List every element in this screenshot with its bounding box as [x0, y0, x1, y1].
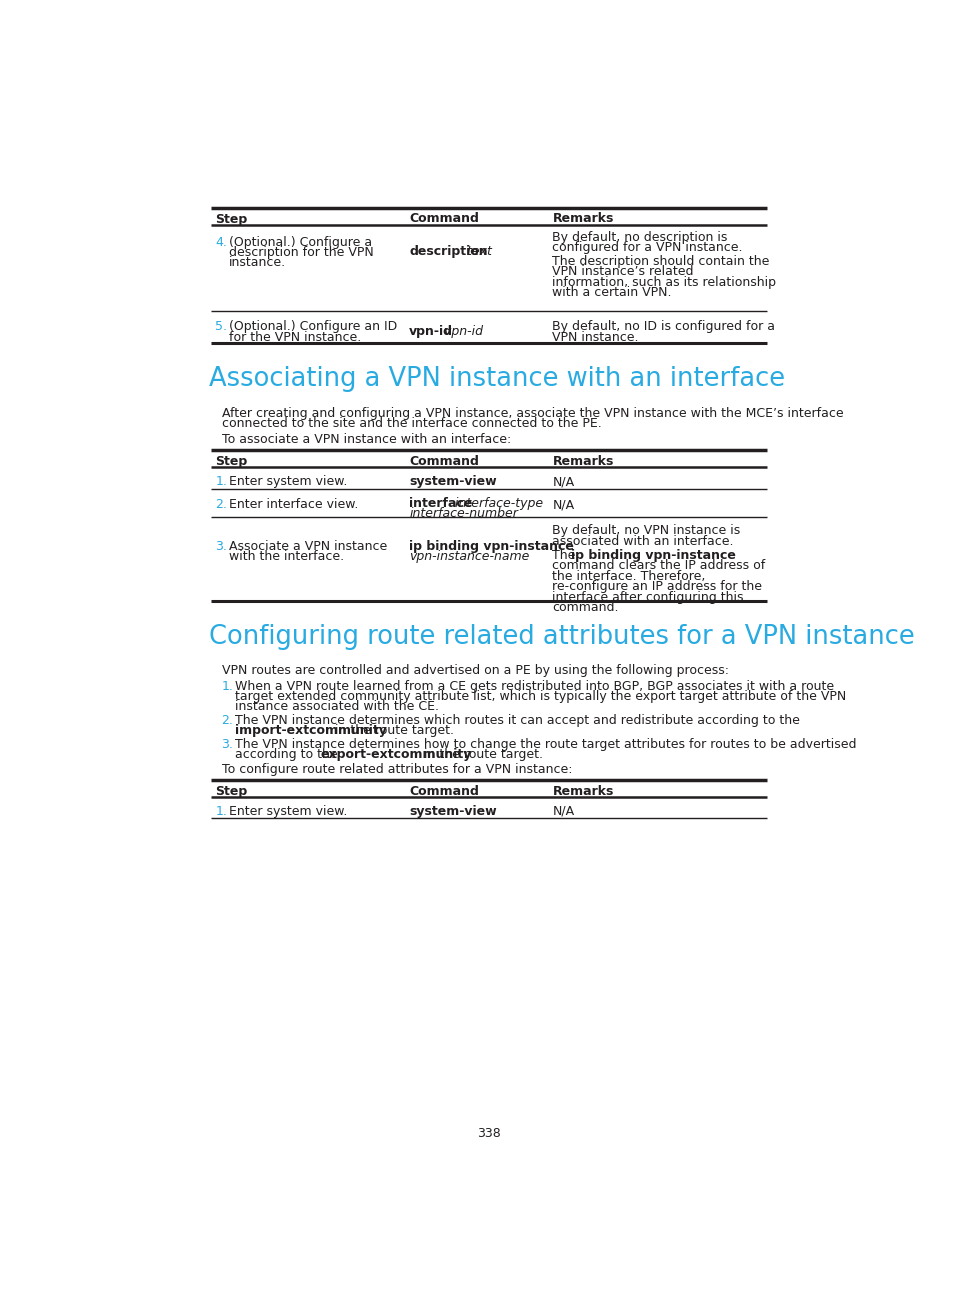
Text: interface-number: interface-number	[409, 507, 517, 520]
Text: interface after configuring this: interface after configuring this	[552, 591, 743, 604]
Text: description: description	[409, 245, 487, 258]
Text: description for the VPN: description for the VPN	[229, 246, 374, 259]
Text: Associate a VPN instance: Associate a VPN instance	[229, 539, 387, 553]
Text: 3.: 3.	[215, 539, 227, 553]
Text: (Optional.) Configure a: (Optional.) Configure a	[229, 236, 372, 249]
Text: Command: Command	[409, 213, 478, 226]
Text: 4.: 4.	[215, 236, 227, 249]
Text: VPN instance’s related: VPN instance’s related	[552, 266, 693, 279]
Text: instance.: instance.	[229, 257, 286, 270]
Text: The: The	[552, 550, 579, 562]
Text: Remarks: Remarks	[552, 213, 613, 226]
Text: Enter system view.: Enter system view.	[229, 805, 347, 818]
Text: The description should contain the: The description should contain the	[552, 255, 769, 268]
Text: Remarks: Remarks	[552, 784, 613, 797]
Text: N/A: N/A	[552, 498, 574, 511]
Text: vpn-id: vpn-id	[409, 325, 453, 338]
Text: (Optional.) Configure an ID: (Optional.) Configure an ID	[229, 320, 397, 333]
Text: 5.: 5.	[215, 320, 227, 333]
Text: associated with an interface.: associated with an interface.	[552, 535, 733, 548]
Text: By default, no description is: By default, no description is	[552, 231, 727, 244]
Text: Step: Step	[215, 213, 248, 226]
Text: To associate a VPN instance with an interface:: To associate a VPN instance with an inte…	[221, 433, 510, 447]
Text: connected to the site and the interface connected to the PE.: connected to the site and the interface …	[221, 417, 600, 430]
Text: system-view: system-view	[409, 805, 497, 818]
Text: 3.: 3.	[221, 737, 233, 750]
Text: 1.: 1.	[221, 679, 233, 692]
Text: command.: command.	[552, 601, 618, 614]
Text: Command: Command	[409, 784, 478, 797]
Text: Step: Step	[215, 455, 248, 468]
Text: Step: Step	[215, 784, 248, 797]
Text: vpn-instance-name: vpn-instance-name	[409, 550, 529, 564]
Text: export-extcommunity: export-extcommunity	[320, 748, 472, 761]
Text: N/A: N/A	[552, 805, 574, 818]
Text: Remarks: Remarks	[552, 455, 613, 468]
Text: By default, no VPN instance is: By default, no VPN instance is	[552, 525, 740, 538]
Text: in the route target.: in the route target.	[331, 724, 454, 737]
Text: 2.: 2.	[221, 714, 233, 727]
Text: target extended community attribute list, which is typically the export target a: target extended community attribute list…	[235, 689, 846, 702]
Text: By default, no ID is configured for a: By default, no ID is configured for a	[552, 320, 775, 333]
Text: command clears the IP address of: command clears the IP address of	[552, 560, 765, 573]
Text: with a certain VPN.: with a certain VPN.	[552, 286, 671, 299]
Text: interface-type: interface-type	[451, 496, 542, 509]
Text: ip binding vpn-instance: ip binding vpn-instance	[571, 550, 735, 562]
Text: VPN routes are controlled and advertised on a PE by using the following process:: VPN routes are controlled and advertised…	[221, 665, 728, 678]
Text: Enter interface view.: Enter interface view.	[229, 498, 358, 511]
Text: Configuring route related attributes for a VPN instance: Configuring route related attributes for…	[209, 625, 914, 651]
Text: VPN instance.: VPN instance.	[552, 330, 639, 343]
Text: instance associated with the CE.: instance associated with the CE.	[235, 700, 439, 713]
Text: 1.: 1.	[215, 805, 227, 818]
Text: interface: interface	[409, 496, 472, 509]
Text: The VPN instance determines how to change the route target attributes for routes: The VPN instance determines how to chang…	[235, 737, 856, 750]
Text: text: text	[463, 245, 492, 258]
Text: When a VPN route learned from a CE gets redistributed into BGP, BGP associates i: When a VPN route learned from a CE gets …	[235, 679, 834, 692]
Text: according to the: according to the	[235, 748, 342, 761]
Text: The VPN instance determines which routes it can accept and redistribute accordin: The VPN instance determines which routes…	[235, 714, 800, 727]
Text: with the interface.: with the interface.	[229, 550, 344, 564]
Text: vpn-id: vpn-id	[439, 325, 482, 338]
Text: information, such as its relationship: information, such as its relationship	[552, 276, 776, 289]
Text: configured for a VPN instance.: configured for a VPN instance.	[552, 241, 742, 254]
Text: import-extcommunity: import-extcommunity	[235, 724, 387, 737]
Text: ip binding vpn-instance: ip binding vpn-instance	[409, 539, 574, 553]
Text: 338: 338	[476, 1128, 500, 1140]
Text: Command: Command	[409, 455, 478, 468]
Text: After creating and configuring a VPN instance, associate the VPN instance with t: After creating and configuring a VPN ins…	[221, 407, 842, 420]
Text: Associating a VPN instance with an interface: Associating a VPN instance with an inter…	[209, 367, 784, 393]
Text: Enter system view.: Enter system view.	[229, 476, 347, 489]
Text: the interface. Therefore,: the interface. Therefore,	[552, 570, 705, 583]
Text: To configure route related attributes for a VPN instance:: To configure route related attributes fo…	[221, 763, 572, 776]
Text: in the route target.: in the route target.	[419, 748, 542, 761]
Text: 1.: 1.	[215, 476, 227, 489]
Text: N/A: N/A	[552, 476, 574, 489]
Text: 2.: 2.	[215, 498, 227, 511]
Text: for the VPN instance.: for the VPN instance.	[229, 330, 361, 343]
Text: system-view: system-view	[409, 476, 497, 489]
Text: re-configure an IP address for the: re-configure an IP address for the	[552, 581, 761, 594]
